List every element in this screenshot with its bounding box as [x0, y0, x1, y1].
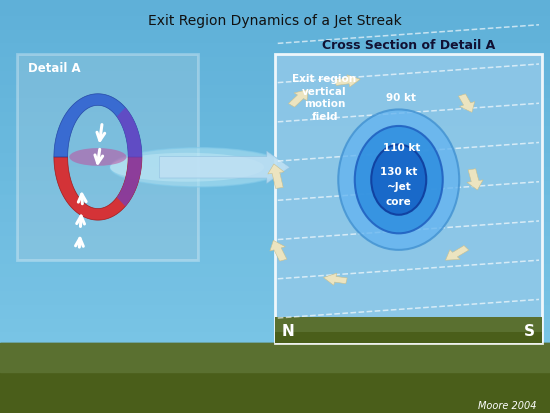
- Ellipse shape: [110, 153, 264, 182]
- Bar: [0, 193, 550, 206]
- Bar: [0, 124, 550, 138]
- FancyArrow shape: [160, 151, 290, 183]
- Bar: [0, 330, 550, 344]
- Bar: [0, 399, 550, 413]
- FancyArrow shape: [323, 273, 347, 285]
- Bar: [0, 28, 550, 41]
- Bar: [0, 289, 550, 303]
- Bar: [0, 303, 550, 317]
- Text: N: N: [282, 324, 294, 339]
- Bar: [275, 54, 542, 343]
- Bar: [0, 343, 550, 372]
- Bar: [0, 152, 550, 165]
- Ellipse shape: [371, 145, 426, 215]
- Bar: [0, 165, 550, 179]
- Bar: [0, 69, 550, 83]
- Bar: [0, 275, 550, 289]
- FancyArrow shape: [289, 90, 308, 107]
- Bar: [0, 55, 550, 69]
- Bar: [0, 96, 550, 110]
- Ellipse shape: [110, 148, 286, 187]
- Bar: [0, 179, 550, 193]
- FancyArrow shape: [270, 240, 287, 261]
- Polygon shape: [54, 94, 142, 157]
- Bar: [0, 220, 550, 234]
- Text: 130 kt: 130 kt: [380, 167, 417, 177]
- Bar: [0, 343, 550, 413]
- Ellipse shape: [355, 126, 443, 233]
- Bar: [0, 234, 550, 248]
- Bar: [0, 41, 550, 55]
- Text: Exit Region Dynamics of a Jet Streak: Exit Region Dynamics of a Jet Streak: [148, 14, 402, 28]
- Bar: [0, 14, 550, 28]
- Bar: [0, 372, 550, 385]
- Bar: [0, 344, 550, 358]
- Ellipse shape: [69, 148, 126, 166]
- Text: ~Jet: ~Jet: [386, 182, 411, 192]
- Text: 110 kt: 110 kt: [383, 143, 420, 153]
- Bar: [16, 54, 198, 260]
- Text: Moore 2004: Moore 2004: [478, 401, 536, 411]
- Bar: [0, 110, 550, 124]
- Bar: [0, 138, 550, 152]
- Bar: [0, 358, 550, 372]
- Text: core: core: [386, 197, 411, 207]
- Text: 90 kt: 90 kt: [387, 93, 416, 103]
- FancyArrow shape: [268, 164, 284, 188]
- Bar: [0, 317, 550, 330]
- Polygon shape: [54, 157, 142, 220]
- Bar: [0, 248, 550, 261]
- Bar: [0, 261, 550, 275]
- Text: S: S: [524, 324, 535, 339]
- Text: Cross Section of Detail A: Cross Section of Detail A: [322, 39, 495, 52]
- Ellipse shape: [338, 109, 459, 250]
- FancyArrow shape: [467, 169, 483, 190]
- Bar: [275, 317, 542, 343]
- Bar: [275, 317, 542, 332]
- Bar: [0, 385, 550, 399]
- Polygon shape: [117, 107, 142, 206]
- Bar: [0, 83, 550, 96]
- Text: Exit region
vertical
motion
field: Exit region vertical motion field: [293, 74, 356, 121]
- Bar: [0, 206, 550, 220]
- FancyArrow shape: [446, 246, 469, 260]
- FancyArrow shape: [459, 94, 475, 112]
- Bar: [0, 0, 550, 14]
- FancyArrow shape: [335, 75, 360, 87]
- Text: Detail A: Detail A: [28, 62, 80, 75]
